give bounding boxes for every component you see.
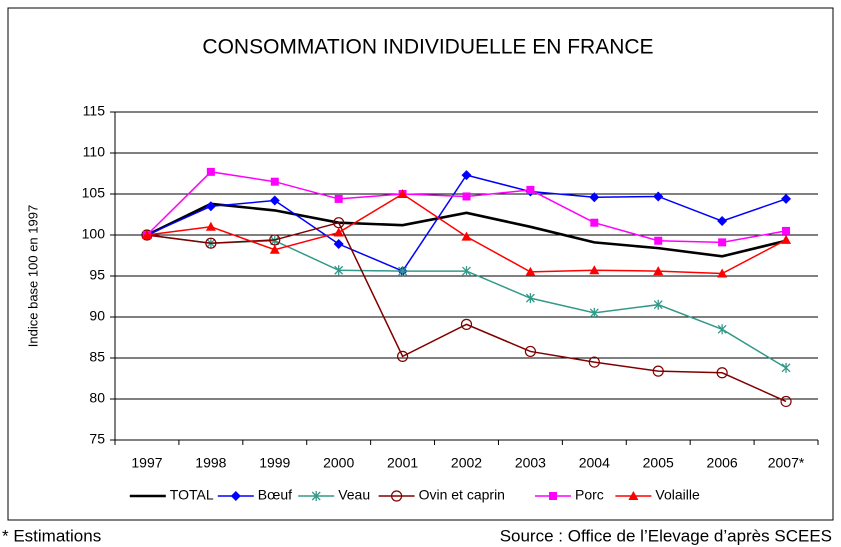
- marker: [206, 167, 215, 176]
- marker: [396, 350, 409, 362]
- x-tick-label: 2003: [515, 455, 546, 471]
- legend-marker: [628, 491, 639, 500]
- marker: [589, 265, 600, 275]
- marker: [780, 395, 792, 408]
- marker: [717, 216, 728, 227]
- marker: [589, 307, 599, 318]
- marker: [653, 299, 663, 310]
- marker: [653, 266, 664, 276]
- marker: [653, 191, 664, 202]
- marker: [654, 236, 663, 245]
- series-line: [146, 221, 787, 403]
- marker: [460, 318, 473, 330]
- x-tick-label: 2001: [387, 455, 418, 471]
- y-tick-label: 90: [89, 308, 105, 324]
- legend-marker: [549, 492, 557, 500]
- y-tick-label: 110: [83, 144, 106, 160]
- marker: [270, 235, 280, 246]
- y-axis-label: Indice base 100 en 1997: [25, 205, 40, 347]
- marker: [588, 356, 600, 368]
- marker: [269, 244, 280, 254]
- legend-label: Bœuf: [258, 487, 292, 503]
- marker: [524, 345, 537, 358]
- marker: [781, 193, 792, 204]
- marker: [461, 231, 472, 241]
- y-tick-label: 115: [83, 103, 106, 119]
- marker: [334, 265, 344, 276]
- series-line: [146, 202, 787, 258]
- y-tick-label: 85: [89, 349, 105, 365]
- marker: [269, 195, 280, 206]
- x-tick-label: 1997: [131, 455, 162, 471]
- marker: [398, 266, 408, 277]
- marker: [397, 189, 408, 198]
- marker: [590, 218, 599, 227]
- marker: [781, 362, 791, 373]
- y-tick-label: 95: [89, 267, 105, 283]
- marker: [718, 238, 727, 247]
- y-tick-label: 100: [82, 226, 106, 242]
- marker: [462, 192, 471, 201]
- marker: [141, 230, 152, 239]
- marker: [270, 177, 279, 186]
- legend-marker: [230, 491, 241, 501]
- marker: [334, 194, 343, 203]
- marker: [462, 266, 471, 277]
- chart-title: CONSOMMATION INDIVIDUELLE EN FRANCE: [202, 36, 653, 59]
- marker: [461, 170, 472, 181]
- legend-label: Ovin et caprin: [419, 487, 505, 503]
- marker: [205, 237, 217, 249]
- marker: [333, 239, 344, 250]
- legend-label: Veau: [338, 487, 370, 503]
- marker: [589, 192, 600, 203]
- marker: [333, 227, 344, 237]
- marker: [717, 324, 727, 335]
- legend-marker: [391, 490, 403, 502]
- marker: [525, 266, 536, 276]
- source: Source : Office de l’Elevage d’après SCE…: [500, 526, 832, 545]
- marker: [205, 221, 216, 231]
- legend-label: Porc: [575, 487, 604, 503]
- legend-label: TOTAL: [170, 487, 214, 503]
- legend-label: Volaille: [655, 487, 700, 503]
- chart-frame: [7, 7, 834, 521]
- marker: [782, 226, 791, 235]
- y-tick-label: 80: [89, 390, 105, 406]
- x-tick-label: 2002: [451, 455, 482, 471]
- x-tick-label: 2007*: [768, 455, 805, 471]
- x-tick-label: 2004: [579, 455, 610, 471]
- footnote: * Estimations: [2, 526, 101, 545]
- marker: [526, 185, 535, 194]
- x-tick-label: 2006: [707, 455, 738, 471]
- legend-marker: [311, 491, 321, 501]
- marker: [652, 365, 664, 377]
- x-tick-label: 2000: [323, 455, 354, 471]
- marker: [781, 234, 792, 244]
- x-tick-label: 2005: [643, 455, 674, 471]
- x-tick-label: 1999: [259, 455, 290, 471]
- marker: [525, 293, 535, 304]
- marker: [716, 367, 728, 379]
- y-tick-label: 105: [82, 185, 106, 201]
- x-tick-label: 1998: [195, 455, 226, 471]
- marker: [205, 201, 216, 212]
- marker: [717, 268, 728, 278]
- y-tick-label: 75: [89, 431, 105, 447]
